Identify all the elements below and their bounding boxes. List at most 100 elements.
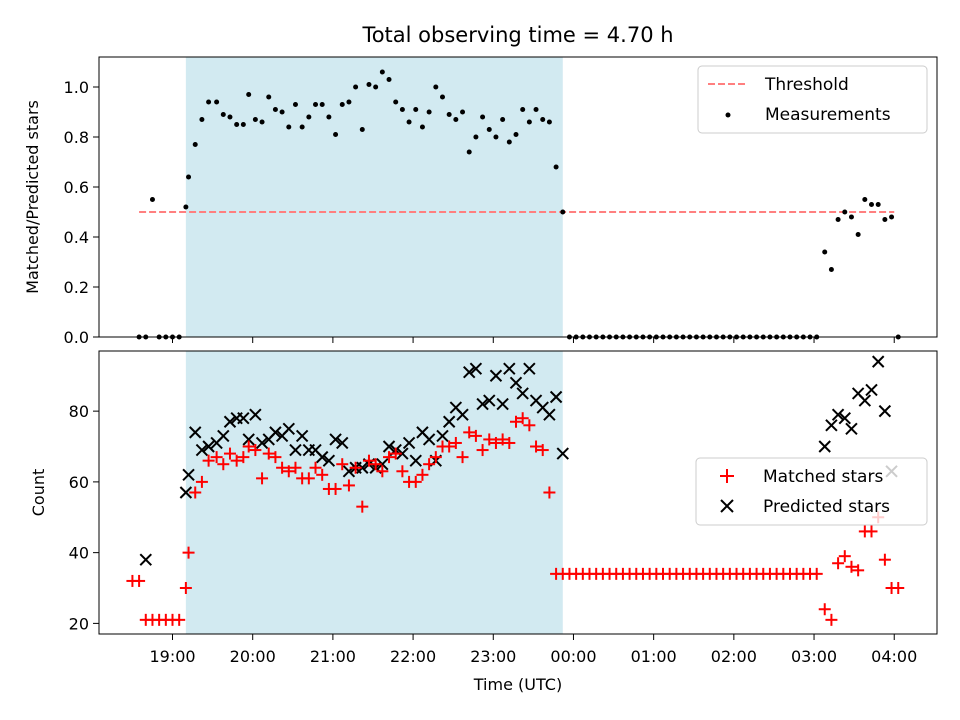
measurement-point	[319, 102, 325, 107]
matched-star-point	[489, 436, 502, 449]
predicted-star-point	[845, 422, 858, 436]
predicted-star-point	[322, 454, 336, 467]
measurement-point	[419, 124, 425, 130]
matched-star-point	[369, 458, 382, 471]
predicted-mark-stroke	[845, 422, 858, 436]
predicted-star-point	[496, 397, 509, 411]
matched-star-point	[217, 458, 230, 471]
predicted-mark-stroke	[463, 366, 476, 379]
predicted-star-point	[402, 436, 416, 450]
predicted-mark-stroke	[356, 461, 369, 474]
measurement-point	[333, 132, 339, 137]
matched-star-point	[818, 603, 831, 616]
matched-star-point	[416, 468, 429, 481]
predicted-star-point	[878, 404, 892, 418]
predicted-mark-stroke	[878, 404, 892, 418]
matched-star-point	[276, 461, 289, 474]
predicted-mark-stroke	[818, 440, 831, 453]
matched-star-point	[536, 444, 549, 457]
measurement-point	[520, 107, 526, 112]
measurement-point	[506, 139, 512, 145]
predicted-mark-stroke	[289, 443, 302, 457]
measurement-point	[526, 119, 532, 125]
matched-star-point	[503, 436, 516, 449]
matched-star-point	[282, 465, 295, 478]
predicted-mark-stroke	[295, 429, 309, 443]
measurement-point	[822, 249, 828, 255]
matched-star-point	[302, 472, 315, 485]
measurement-point	[326, 114, 332, 120]
measurement-point	[286, 124, 292, 130]
predicted-star-point	[396, 447, 409, 460]
matched-star-point	[237, 451, 250, 464]
predicted-mark-stroke	[382, 440, 396, 453]
count-x-axis-label: Time (UTC)	[473, 675, 562, 694]
matched-star-point	[336, 458, 349, 471]
count-y-axis-label: Count	[29, 469, 48, 517]
matched-star-point	[852, 564, 865, 577]
measurement-point	[399, 107, 405, 112]
measurement-point	[413, 107, 419, 112]
predicted-star-point	[469, 362, 483, 375]
measurement-point	[346, 99, 352, 105]
count-y-tick-label: 20	[69, 614, 89, 633]
matched-stars-points	[126, 412, 905, 626]
matched-star-point	[523, 419, 536, 432]
ratio-panel: 0.0 0.2 0.4 0.6 0.8 1.0 Matched/Predicted sta…	[23, 56, 938, 347]
predicted-mark-stroke	[556, 447, 569, 460]
measurement-point	[240, 122, 246, 127]
predicted-mark-stroke	[489, 369, 503, 382]
matched-star-point	[463, 426, 476, 439]
predicted-mark-stroke	[469, 362, 483, 375]
measurement-point	[353, 84, 359, 90]
measurement-point	[292, 102, 298, 107]
measurement-point	[183, 204, 189, 210]
predicted-legend-swatch	[720, 499, 734, 513]
measurement-point	[835, 217, 841, 222]
matched-star-point	[309, 461, 322, 474]
measurement-point	[540, 117, 546, 122]
predicted-mark-stroke	[409, 454, 422, 467]
matched-star-point	[383, 451, 396, 464]
predicted-mark-stroke	[179, 486, 193, 499]
matched-star-point	[469, 429, 482, 442]
ratio-y-tick-label: 0.2	[64, 278, 89, 297]
measurement-point	[560, 209, 566, 215]
matched-star-point	[530, 440, 543, 453]
predicted-mark-stroke	[329, 433, 342, 446]
predicted-star-point	[442, 415, 456, 428]
threshold-legend-label: Threshold	[764, 75, 849, 95]
predicted-star-point	[503, 362, 516, 375]
measurement-point	[192, 142, 198, 147]
measurement-point	[393, 99, 399, 105]
predicted-mark-stroke	[255, 436, 269, 450]
predicted-star-point	[509, 376, 523, 390]
predicted-mark-stroke	[825, 419, 838, 432]
measurement-point	[480, 114, 486, 120]
predicted-star-point	[282, 422, 295, 436]
predicted-mark-stroke	[523, 362, 536, 375]
observing-window-band-top	[185, 57, 563, 337]
measurement-point	[272, 107, 278, 112]
measurement-point	[533, 107, 539, 112]
predicted-legend-label: Predicted stars	[763, 497, 890, 517]
matched-legend-label: Matched stars	[763, 467, 883, 487]
measurement-point	[220, 112, 226, 117]
matched-star-point	[262, 447, 275, 460]
measurement-point	[546, 119, 552, 125]
predicted-mark-stroke	[396, 447, 409, 460]
count-legend-box	[695, 457, 928, 526]
matched-star-point	[825, 613, 838, 626]
measurement-point	[234, 122, 240, 127]
matched-star-point	[342, 479, 355, 492]
matched-star-point	[202, 454, 215, 467]
measurement-point	[246, 92, 252, 97]
measurement-point	[406, 119, 412, 125]
count-x-tick-label: 00:00	[550, 647, 596, 666]
matched-star-point	[223, 447, 236, 460]
ratio-y-tick-label: 0.6	[64, 178, 89, 197]
matched-star-point	[376, 465, 389, 478]
measurement-point	[186, 174, 192, 180]
matched-star-point	[409, 475, 422, 488]
matched-star-point	[182, 546, 195, 559]
